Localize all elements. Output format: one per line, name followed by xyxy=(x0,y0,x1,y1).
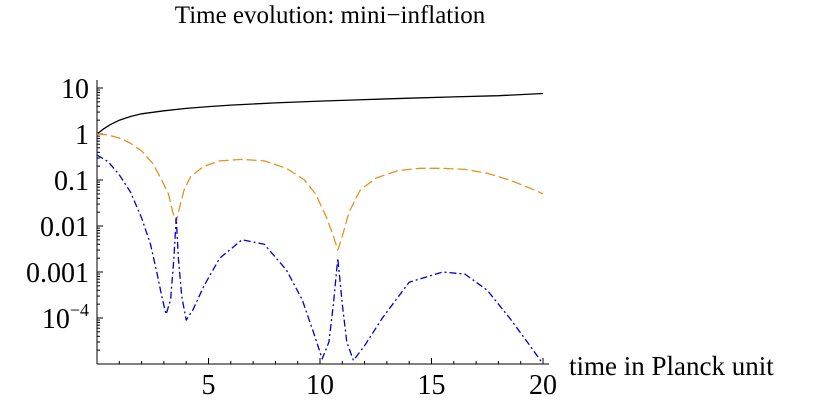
x-tick-label: 20 xyxy=(529,370,557,401)
y-tick-label-exponent: −4 xyxy=(70,300,89,320)
y-tick-label: 0.001 xyxy=(26,258,89,289)
y-tick-label: 10−4 xyxy=(42,300,89,335)
y-tick-label: 10 xyxy=(61,74,89,105)
x-tick-label: 5 xyxy=(202,370,216,401)
y-tick-label-base: 10 xyxy=(42,304,70,335)
y-tick-label: 0.01 xyxy=(40,212,89,243)
series-layer xyxy=(96,92,544,365)
x-tick-label: 10 xyxy=(306,370,334,401)
x-axis-label: time in Planck unit xyxy=(569,351,774,381)
y-tick-label: 0.1 xyxy=(54,166,89,197)
axes xyxy=(96,80,549,365)
y-tick-label: 1 xyxy=(75,120,89,151)
series-line-1 xyxy=(96,92,544,135)
x-tick-label: 15 xyxy=(418,370,446,401)
series-line-3 xyxy=(96,154,544,365)
series-line-2 xyxy=(96,133,544,251)
chart-title: Time evolution: mini−inflation xyxy=(175,2,486,29)
